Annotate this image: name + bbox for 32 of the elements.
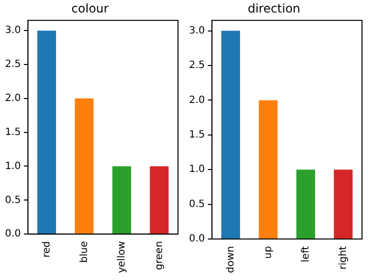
y-tick-label: 2.5 xyxy=(4,59,21,70)
y-tick-label: 0.0 xyxy=(188,234,205,245)
bar xyxy=(296,170,316,239)
x-tick-label: left xyxy=(300,246,312,262)
y-tick-label: 2.0 xyxy=(4,93,21,104)
y-tick-label: 1.0 xyxy=(188,164,205,176)
bar xyxy=(258,100,278,239)
chart-title: direction xyxy=(248,1,300,16)
x-tick-label: up xyxy=(262,246,274,259)
y-tick-label: 2.5 xyxy=(188,60,205,72)
bar xyxy=(221,30,240,239)
y-tick-label: 2.0 xyxy=(188,94,205,106)
x-tick-label: green xyxy=(154,241,165,270)
x-tick-label: down xyxy=(225,246,236,273)
bar xyxy=(150,166,169,234)
y-tick-label: 1.5 xyxy=(188,130,205,141)
y-tick-label: 1.5 xyxy=(4,126,21,138)
chart-title: colour xyxy=(71,1,109,16)
y-tick-label: 0.5 xyxy=(4,194,21,206)
x-tick-label: blue xyxy=(78,241,90,263)
y-tick-label: 3.0 xyxy=(188,25,205,36)
x-tick-label: yellow xyxy=(116,241,128,274)
y-tick-label: 1.0 xyxy=(4,160,21,172)
x-tick-label: red xyxy=(41,241,52,258)
x-tick-label: right xyxy=(338,246,349,270)
bar xyxy=(74,98,94,234)
bar xyxy=(112,166,132,234)
y-tick-label: 0.5 xyxy=(188,198,205,210)
y-tick-label: 3.0 xyxy=(4,25,21,36)
bar xyxy=(334,170,353,239)
bar xyxy=(37,30,56,234)
y-tick-label: 0.0 xyxy=(4,228,21,240)
